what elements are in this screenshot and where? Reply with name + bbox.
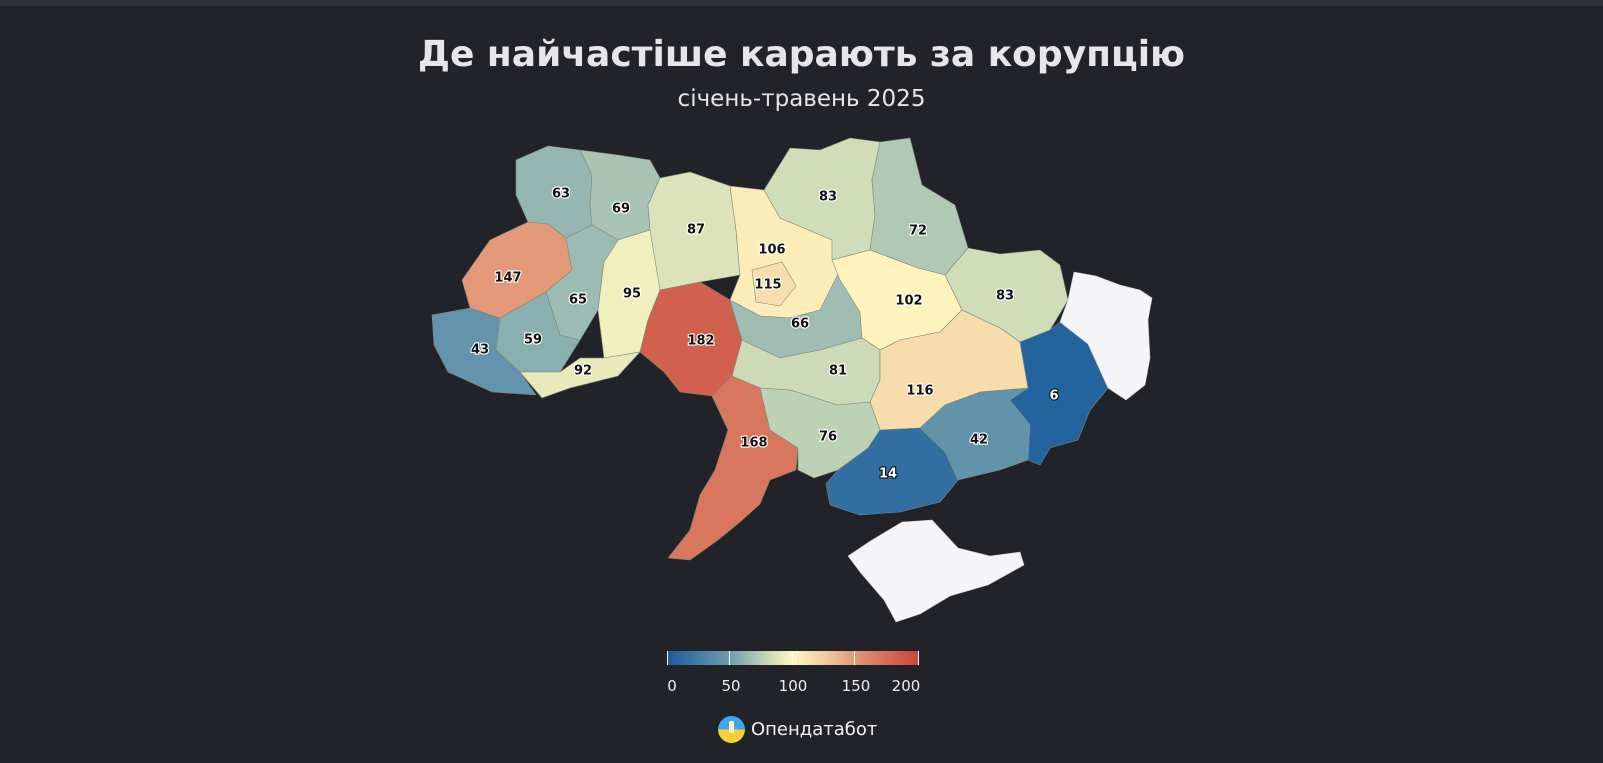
legend-tick-mark <box>918 651 919 665</box>
region-value-label: 83 <box>819 190 837 205</box>
brand[interactable]: Опендатабот <box>718 716 877 743</box>
legend-gradient-bar <box>667 651 919 665</box>
brand-name: Опендатабот <box>751 719 878 740</box>
region-kherson[interactable] <box>825 427 959 516</box>
legend-tick-mark <box>792 651 793 665</box>
color-legend <box>667 651 920 665</box>
region-value-label: 63 <box>552 187 570 202</box>
region-value-label: 42 <box>970 433 988 448</box>
region-value-label: 69 <box>612 202 630 217</box>
region-sumy[interactable] <box>869 137 969 276</box>
region-value-label: 59 <box>524 333 542 348</box>
region-value-label: 83 <box>996 289 1014 304</box>
legend-tick-mark <box>667 651 668 665</box>
region-value-label: 81 <box>829 364 847 379</box>
region-value-label: 182 <box>687 334 714 349</box>
legend-tick-mark <box>729 651 730 665</box>
legend-label: 100 <box>778 677 808 695</box>
region-crimea[interactable] <box>847 519 1025 623</box>
region-zaporizhzhia[interactable] <box>919 387 1031 481</box>
region-value-label: 14 <box>879 467 897 482</box>
region-value-label: 95 <box>623 287 641 302</box>
region-value-label: 6 <box>1049 389 1058 404</box>
region-value-label: 87 <box>687 223 705 238</box>
map-title: Де найчастіше карають за корупцію <box>417 34 1186 75</box>
region-value-label: 76 <box>819 430 837 445</box>
legend-label: 50 <box>721 677 741 695</box>
region-value-label: 115 <box>754 278 781 293</box>
region-value-label: 106 <box>758 243 785 258</box>
region-value-label: 116 <box>906 384 933 399</box>
region-value-label: 43 <box>471 343 489 358</box>
map-subtitle: січень-травень 2025 <box>677 86 926 112</box>
region-value-label: 168 <box>740 436 767 451</box>
region-ternopil[interactable] <box>545 224 619 341</box>
region-value-label: 92 <box>574 364 592 379</box>
region-value-label: 66 <box>791 317 809 332</box>
region-luhansk[interactable] <box>1059 271 1153 401</box>
region-kyiv-city[interactable] <box>751 261 797 307</box>
legend-label: 150 <box>841 677 871 695</box>
legend-tick-mark <box>854 651 855 665</box>
region-value-label: 72 <box>909 224 927 239</box>
legend-label: 200 <box>891 677 921 695</box>
region-value-label: 102 <box>895 294 922 309</box>
region-value-label: 65 <box>569 293 587 308</box>
opendatabot-logo-icon <box>718 716 745 743</box>
region-zakarpattia[interactable] <box>431 307 537 396</box>
top-bar <box>0 0 1603 6</box>
region-value-label: 147 <box>494 271 521 286</box>
legend-label: 0 <box>667 677 677 695</box>
